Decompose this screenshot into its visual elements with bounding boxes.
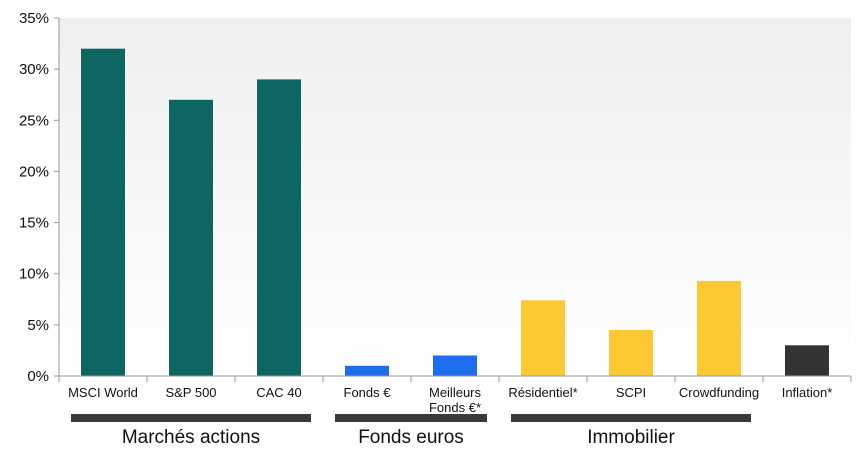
bar	[609, 330, 653, 376]
bar	[785, 345, 829, 376]
x-tick-label: Résidentiel*	[508, 385, 577, 400]
y-tick-label: 25%	[19, 112, 49, 129]
y-tick-label: 20%	[19, 163, 49, 180]
bar	[345, 365, 389, 376]
group-bracket	[71, 414, 311, 422]
bar	[433, 355, 477, 376]
group-bracket	[335, 414, 487, 422]
bar	[257, 79, 301, 377]
bar	[169, 99, 213, 377]
x-tick-label: Meilleurs Fonds €*	[429, 385, 482, 415]
y-tick-label: 0%	[27, 368, 49, 385]
x-tick-label: S&P 500	[165, 385, 216, 400]
x-tick-label: Inflation*	[782, 385, 833, 400]
group-bracket	[511, 414, 751, 422]
group-label: Marchés actions	[122, 427, 260, 448]
bar	[81, 48, 125, 376]
y-tick-label: 30%	[19, 61, 49, 78]
x-tick-label: CAC 40	[256, 385, 302, 400]
x-tick-label: SCPI	[616, 385, 646, 400]
bar	[697, 280, 741, 376]
group-label: Immobilier	[587, 427, 675, 448]
x-tick-label: MSCI World	[68, 385, 138, 400]
y-tick-label: 10%	[19, 266, 49, 283]
x-tick-label: Fonds €	[344, 385, 392, 400]
group-label: Fonds euros	[358, 427, 464, 448]
y-tick-label: 35%	[19, 10, 49, 27]
y-tick-label: 5%	[27, 317, 49, 334]
bar	[521, 300, 565, 376]
y-tick-label: 15%	[19, 215, 49, 232]
x-tick-label: Crowdfunding	[679, 385, 759, 400]
